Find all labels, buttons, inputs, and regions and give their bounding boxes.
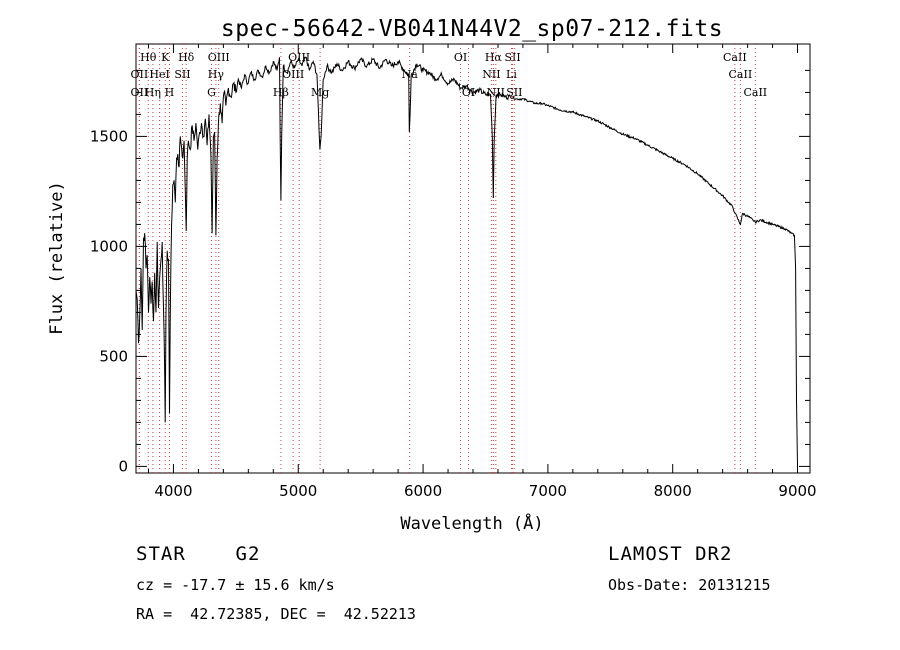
x-tick-label: 9000 (778, 482, 816, 500)
y-axis-label: Flux (relative) (47, 181, 67, 335)
y-tick-label: 500 (99, 347, 128, 365)
y-tick-label: 1000 (90, 237, 128, 255)
line-marker-label: Hβ (273, 86, 289, 99)
line-marker-label: Hγ (208, 68, 225, 81)
y-tick-label: 1500 (90, 127, 128, 145)
line-marker-label: G (207, 86, 216, 99)
line-marker-label: H (165, 86, 175, 99)
line-marker-label: CaII (729, 68, 753, 81)
line-marker-label: CaII (723, 51, 747, 64)
class-label: STAR G2 (136, 543, 261, 565)
chart-title: spec-56642-VB041N44V2_sp07-212.fits (221, 16, 723, 42)
line-marker-label: Mg (311, 86, 329, 99)
x-tick-label: 5000 (279, 482, 317, 500)
spectrum-series (135, 56, 798, 467)
x-tick-label: 7000 (529, 482, 567, 500)
plot-frame (135, 43, 811, 474)
y-tick-label: 0 (118, 457, 128, 475)
line-marker-label: OIII (208, 51, 230, 64)
axis-ticks: 4000 5000 6000 7000 8000 9000 0 500 1000 1500 (90, 44, 817, 500)
line-marker-label: Hη (145, 86, 161, 99)
line-marker-label: NII (482, 68, 500, 81)
line-marker-label: SII (174, 68, 190, 81)
survey-label: LAMOST DR2 (608, 543, 733, 565)
line-marker-label: K (161, 51, 170, 64)
line-marker-label: OII (131, 68, 149, 81)
coordinates-label: RA = 42.72385, DEC = 42.52213 (136, 605, 416, 623)
line-marker-label: OI (454, 51, 467, 64)
x-tick-label: 8000 (654, 482, 692, 500)
obs-date-label: Obs-Date: 20131215 (608, 576, 771, 594)
line-marker-label: OIII (282, 68, 304, 81)
line-marker-label: CaII (743, 86, 767, 99)
line-marker-label: Na (402, 68, 419, 81)
x-tick-label: 4000 (154, 482, 192, 500)
spectrum-line (135, 56, 798, 467)
line-marker-label: Hα (485, 51, 503, 64)
line-marker-label: SII (506, 86, 522, 99)
line-marker-label: OI (462, 86, 475, 99)
x-axis-label: Wavelength (Å) (400, 512, 543, 534)
line-marker-label: HeI (149, 68, 169, 81)
x-tick-label: 6000 (404, 482, 442, 500)
line-marker-label: SII (504, 51, 520, 64)
line-marker-label: Li (506, 68, 517, 81)
line-marker-label: Hθ (140, 51, 157, 64)
redshift-label: cz = -17.7 ± 15.6 km/s (136, 576, 335, 594)
line-marker-label: Hδ (178, 51, 195, 64)
